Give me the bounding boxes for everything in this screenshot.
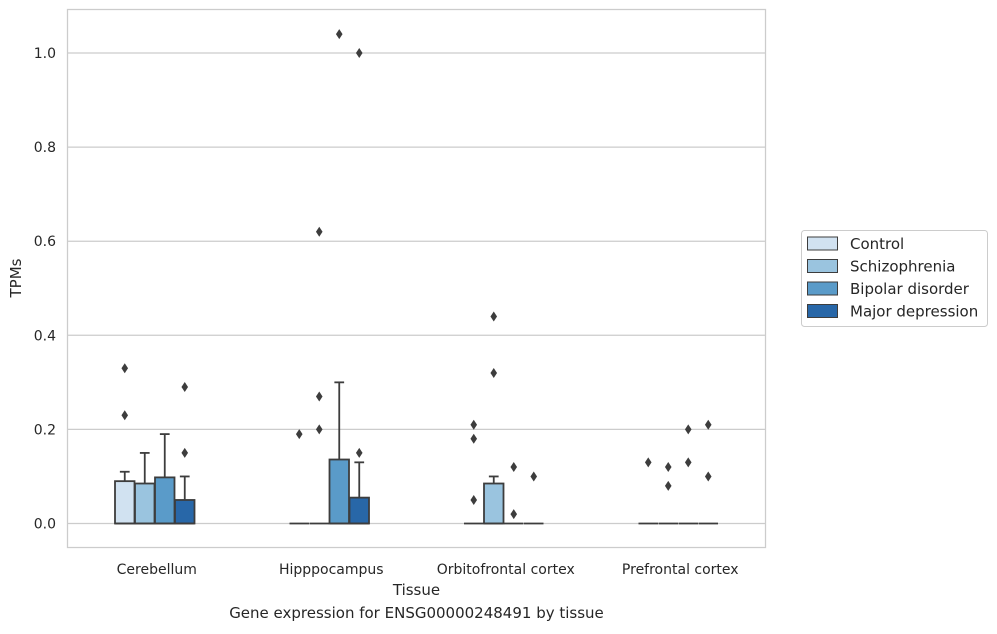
box-group xyxy=(678,424,698,525)
outlier-point xyxy=(664,480,672,491)
box-body xyxy=(174,499,196,525)
outlier-point xyxy=(315,226,323,237)
y-tick-label: 0.4 xyxy=(34,328,56,344)
outlier-point xyxy=(295,429,303,440)
y-tick-label: 0.0 xyxy=(34,517,56,533)
outlier-point xyxy=(315,424,323,435)
y-tick-label: 1.0 xyxy=(34,46,56,62)
outlier-point xyxy=(470,433,478,444)
outlier-point xyxy=(335,29,343,40)
x-axis-label: Tissue xyxy=(392,581,440,599)
box-group xyxy=(174,382,196,525)
box-body xyxy=(328,458,350,525)
y-tick-label: 0.2 xyxy=(34,422,56,438)
box-group xyxy=(348,48,370,525)
outlier-point xyxy=(664,462,672,473)
outlier-point xyxy=(684,457,692,468)
box-body xyxy=(483,482,505,525)
box-body xyxy=(114,480,136,525)
box-group xyxy=(154,433,176,525)
y-tick-label: 0.8 xyxy=(34,140,56,156)
y-axis-label: TPMs xyxy=(7,258,25,298)
outlier-point xyxy=(121,410,129,421)
legend-label: Bipolar disorder xyxy=(850,280,970,298)
outlier-point xyxy=(470,494,478,505)
outlier-point xyxy=(644,457,652,468)
legend-swatch xyxy=(807,236,838,251)
y-tick-label: 0.6 xyxy=(34,234,56,250)
outlier-point xyxy=(470,419,478,430)
box-group xyxy=(328,29,350,525)
y-axis-ticks: 0.0 0.2 0.4 0.6 0.8 1.0 xyxy=(34,46,56,533)
legend-label: Control xyxy=(850,235,904,253)
outlier-point xyxy=(315,391,323,402)
outlier-point xyxy=(530,471,538,482)
outlier-point xyxy=(181,382,189,393)
outlier-point xyxy=(704,471,712,482)
legend-swatch xyxy=(807,281,838,296)
box-group xyxy=(289,429,309,525)
boxes xyxy=(114,29,718,525)
x-tick-label: Cerebellum xyxy=(117,562,197,578)
legend-label: Major depression xyxy=(850,303,978,321)
outlier-point xyxy=(121,363,129,374)
outlier-point xyxy=(684,424,692,435)
x-tick-label: Prefrontal cortex xyxy=(622,562,739,578)
outlier-point xyxy=(355,447,363,458)
outlier-point xyxy=(704,419,712,430)
outlier-point xyxy=(490,367,498,378)
x-axis-ticks: Cerebellum Hipppocampus Orbitofrontal cort… xyxy=(117,562,739,578)
box-group xyxy=(638,457,658,525)
box-group xyxy=(114,363,136,525)
legend: Control Schizophrenia Bipolar disorder Majo… xyxy=(801,230,988,327)
legend-frame xyxy=(801,230,988,327)
gridlines xyxy=(67,52,766,525)
x-tick-label: Hipppocampus xyxy=(279,562,384,578)
box-group xyxy=(524,471,544,525)
box-body xyxy=(348,496,370,525)
box-group xyxy=(309,226,329,525)
figure-caption: Gene expression for ENSG00000248491 by t… xyxy=(229,604,604,622)
box-group xyxy=(483,311,505,525)
box-group xyxy=(658,462,678,525)
outlier-point xyxy=(510,462,518,473)
legend-swatch xyxy=(807,259,838,273)
box-group xyxy=(134,452,156,525)
box-group xyxy=(698,419,718,525)
box-group xyxy=(464,419,484,525)
outlier-point xyxy=(490,311,498,322)
legend-swatch xyxy=(807,304,838,318)
legend-label: Schizophrenia xyxy=(850,258,955,276)
outlier-point xyxy=(181,447,189,458)
outlier-point xyxy=(510,509,518,520)
box-group xyxy=(504,462,524,525)
x-tick-label: Orbitofrontal cortex xyxy=(437,562,575,578)
box-body xyxy=(154,476,176,525)
box-body xyxy=(134,482,156,525)
plot-area xyxy=(66,8,767,549)
outlier-point xyxy=(355,48,363,58)
